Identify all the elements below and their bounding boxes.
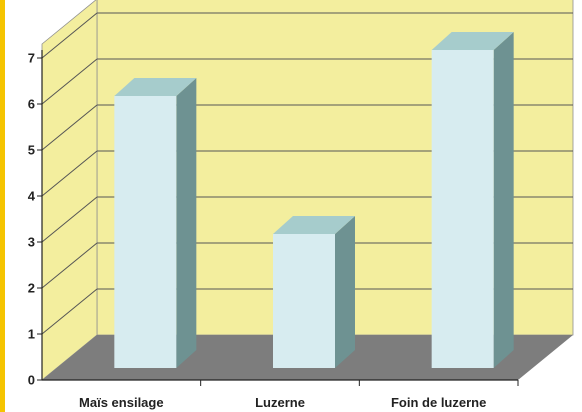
gridline-diagonal — [41, 288, 98, 335]
bar-side — [493, 32, 514, 368]
x-tick-label: Foin de luzerne — [391, 395, 486, 410]
bar-front — [273, 234, 335, 368]
gridline-diagonal — [41, 242, 98, 289]
bar-side — [176, 78, 197, 368]
bar — [114, 78, 197, 368]
gridline-diagonal — [41, 58, 98, 105]
y-tick-label: 4 — [28, 189, 36, 204]
gridline-diagonal — [41, 12, 98, 59]
y-tick-label: 5 — [28, 143, 35, 158]
y-tick-label: 6 — [28, 97, 35, 112]
gridline-diagonal — [41, 150, 98, 197]
bar-top — [273, 216, 355, 234]
gridline-diagonal — [41, 196, 98, 243]
bar-top — [431, 32, 514, 50]
y-tick-label: 2 — [28, 281, 35, 296]
y-tick-label: 0 — [28, 373, 35, 388]
x-tick-label: Maïs ensilage — [79, 395, 164, 410]
x-axis-labels: Maïs ensilage Luzerne Foin de luzerne — [79, 380, 519, 410]
bar-front — [431, 50, 494, 368]
gridline-diagonal — [41, 104, 98, 151]
bar-side — [335, 216, 355, 368]
y-tick-label: 3 — [28, 235, 35, 250]
bar — [431, 32, 514, 368]
y-tick-label: 1 — [28, 327, 35, 342]
bar — [273, 216, 355, 368]
axes — [41, 50, 518, 381]
bar-front — [114, 96, 177, 368]
y-tick-label: 7 — [28, 51, 35, 66]
x-tick-label: Luzerne — [255, 395, 305, 410]
chart-side-wall — [41, 0, 98, 381]
bars — [114, 32, 514, 368]
bar-top — [114, 78, 197, 96]
y-axis-ticks: 0 1 2 3 4 5 6 7 — [28, 51, 42, 388]
